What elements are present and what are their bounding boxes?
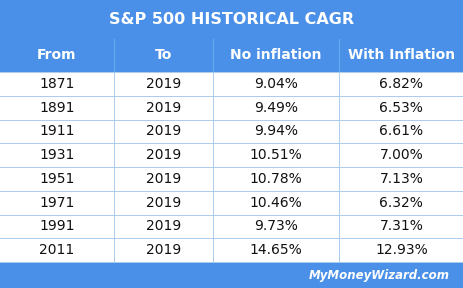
Text: No inflation: No inflation bbox=[230, 48, 321, 62]
Bar bbox=[0, 215, 463, 238]
Text: 6.53%: 6.53% bbox=[379, 101, 422, 115]
Text: 7.13%: 7.13% bbox=[379, 172, 422, 186]
Text: 2019: 2019 bbox=[146, 243, 181, 257]
Text: MyMoneyWizard.com: MyMoneyWizard.com bbox=[308, 268, 449, 282]
Text: 10.46%: 10.46% bbox=[249, 196, 302, 210]
Text: From: From bbox=[37, 48, 76, 62]
Text: To: To bbox=[155, 48, 172, 62]
Text: 9.94%: 9.94% bbox=[254, 124, 297, 139]
Text: 1991: 1991 bbox=[39, 219, 75, 234]
Text: 10.78%: 10.78% bbox=[249, 172, 302, 186]
Bar bbox=[0, 0, 463, 39]
Bar bbox=[0, 143, 463, 167]
Text: 6.82%: 6.82% bbox=[379, 77, 422, 91]
Text: 2019: 2019 bbox=[146, 219, 181, 234]
Bar bbox=[0, 191, 463, 215]
Bar bbox=[0, 238, 463, 262]
Text: 6.32%: 6.32% bbox=[379, 196, 422, 210]
Text: 1931: 1931 bbox=[39, 148, 75, 162]
Text: 9.04%: 9.04% bbox=[254, 77, 297, 91]
Text: 7.31%: 7.31% bbox=[379, 219, 422, 234]
Text: 12.93%: 12.93% bbox=[374, 243, 427, 257]
Bar bbox=[0, 39, 463, 72]
Text: 2019: 2019 bbox=[146, 124, 181, 139]
Text: S&P 500 HISTORICAL CAGR: S&P 500 HISTORICAL CAGR bbox=[109, 12, 354, 27]
Text: 1891: 1891 bbox=[39, 101, 75, 115]
Text: 7.00%: 7.00% bbox=[379, 148, 422, 162]
Text: 2019: 2019 bbox=[146, 77, 181, 91]
Text: 9.49%: 9.49% bbox=[254, 101, 297, 115]
Text: 2019: 2019 bbox=[146, 101, 181, 115]
Bar bbox=[0, 72, 463, 96]
Text: 2019: 2019 bbox=[146, 196, 181, 210]
Text: 2019: 2019 bbox=[146, 148, 181, 162]
Bar bbox=[0, 167, 463, 191]
Text: With Inflation: With Inflation bbox=[347, 48, 454, 62]
Bar bbox=[0, 262, 463, 288]
Bar bbox=[0, 120, 463, 143]
Text: 6.61%: 6.61% bbox=[378, 124, 423, 139]
Text: 2019: 2019 bbox=[146, 172, 181, 186]
Text: 1911: 1911 bbox=[39, 124, 75, 139]
Text: 1871: 1871 bbox=[39, 77, 75, 91]
Text: 1971: 1971 bbox=[39, 196, 75, 210]
Text: 10.51%: 10.51% bbox=[249, 148, 302, 162]
Text: 14.65%: 14.65% bbox=[249, 243, 302, 257]
Text: 2011: 2011 bbox=[39, 243, 74, 257]
Bar bbox=[0, 96, 463, 120]
Text: 9.73%: 9.73% bbox=[254, 219, 297, 234]
Text: 1951: 1951 bbox=[39, 172, 75, 186]
